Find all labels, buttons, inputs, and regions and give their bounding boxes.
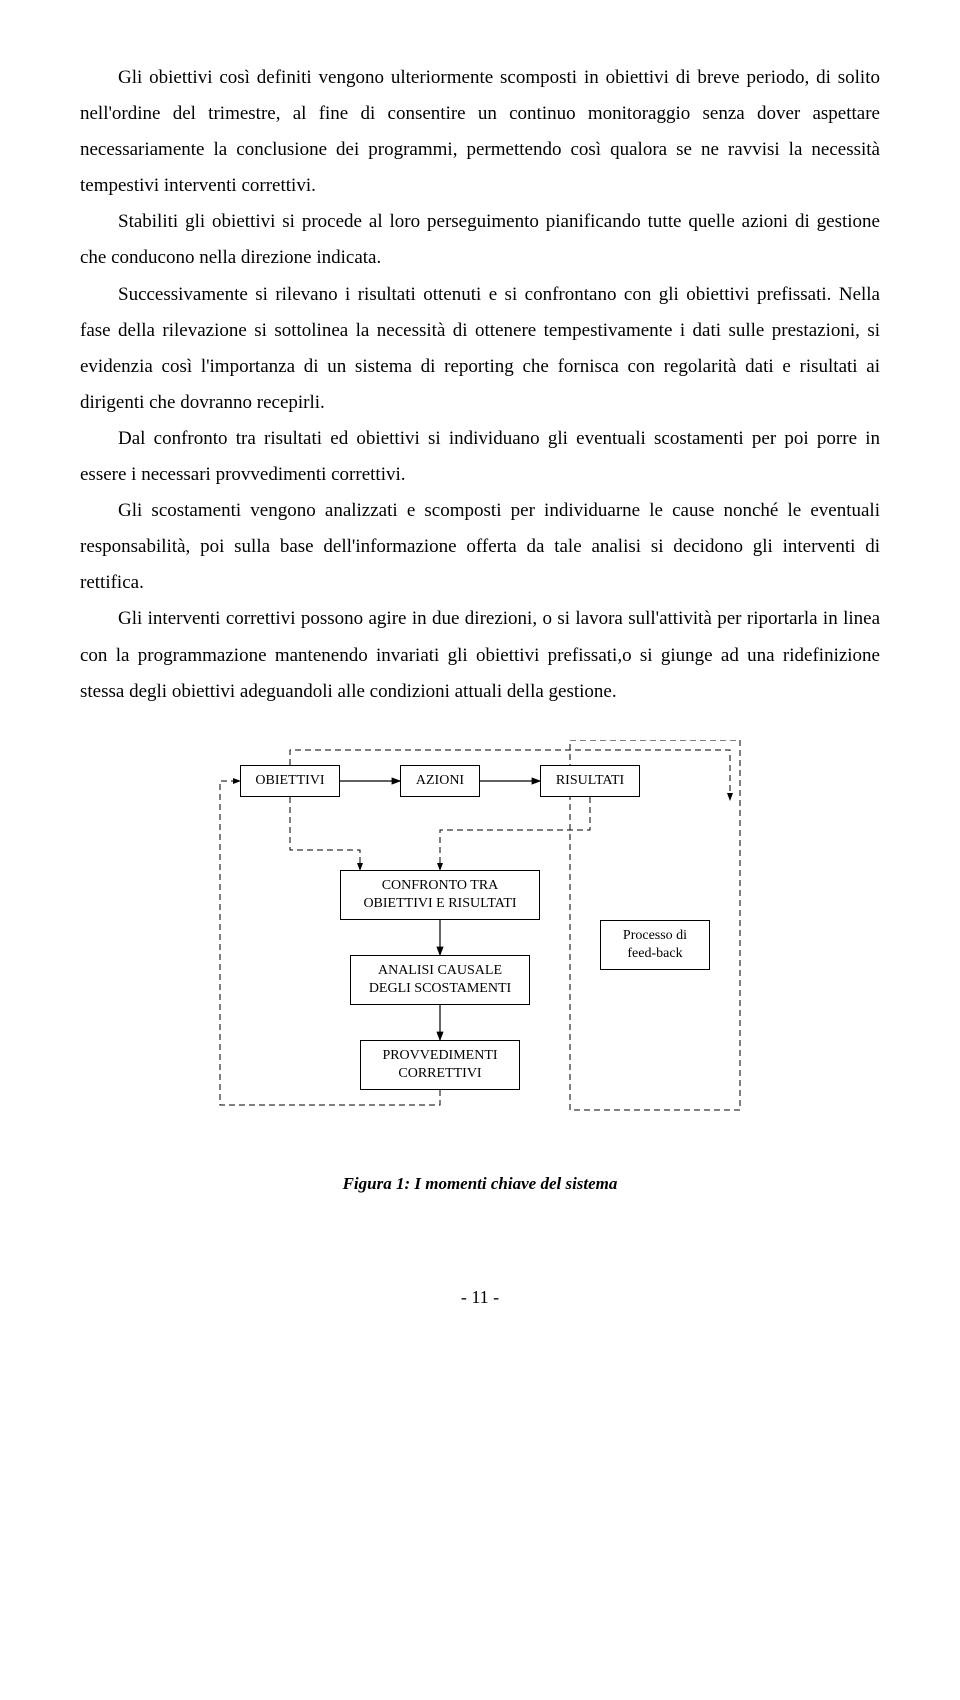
flowchart-node-provv: PROVVEDIMENTI CORRETTIVI bbox=[360, 1040, 520, 1090]
page-number: - 11 - bbox=[80, 1280, 880, 1314]
paragraph: Successivamente si rilevano i risultati … bbox=[80, 277, 880, 421]
paragraph: Dal confronto tra risultati ed obiettivi… bbox=[80, 421, 880, 493]
paragraph: Stabiliti gli obiettivi si procede al lo… bbox=[80, 204, 880, 276]
flowchart-node-confronto: CONFRONTO TRA OBIETTIVI E RISULTATI bbox=[340, 870, 540, 920]
flowchart-node-feedback: Processo di feed-back bbox=[600, 920, 710, 970]
figure-caption: Figura 1: I momenti chiave del sistema bbox=[200, 1168, 760, 1200]
flowchart-node-analisi: ANALISI CAUSALE DEGLI SCOSTAMENTI bbox=[350, 955, 530, 1005]
flowchart-node-azioni: AZIONI bbox=[400, 765, 480, 797]
flowchart-node-obiettivi: OBIETTIVI bbox=[240, 765, 340, 797]
paragraph: Gli obiettivi così definiti vengono ulte… bbox=[80, 60, 880, 204]
flowchart-node-risultati: RISULTATI bbox=[540, 765, 640, 797]
paragraph: Gli interventi correttivi possono agire … bbox=[80, 601, 880, 709]
paragraph: Gli scostamenti vengono analizzati e sco… bbox=[80, 493, 880, 601]
flowchart-figure: OBIETTIVI AZIONI RISULTATI CONFRONTO TRA OB… bbox=[200, 740, 760, 1200]
